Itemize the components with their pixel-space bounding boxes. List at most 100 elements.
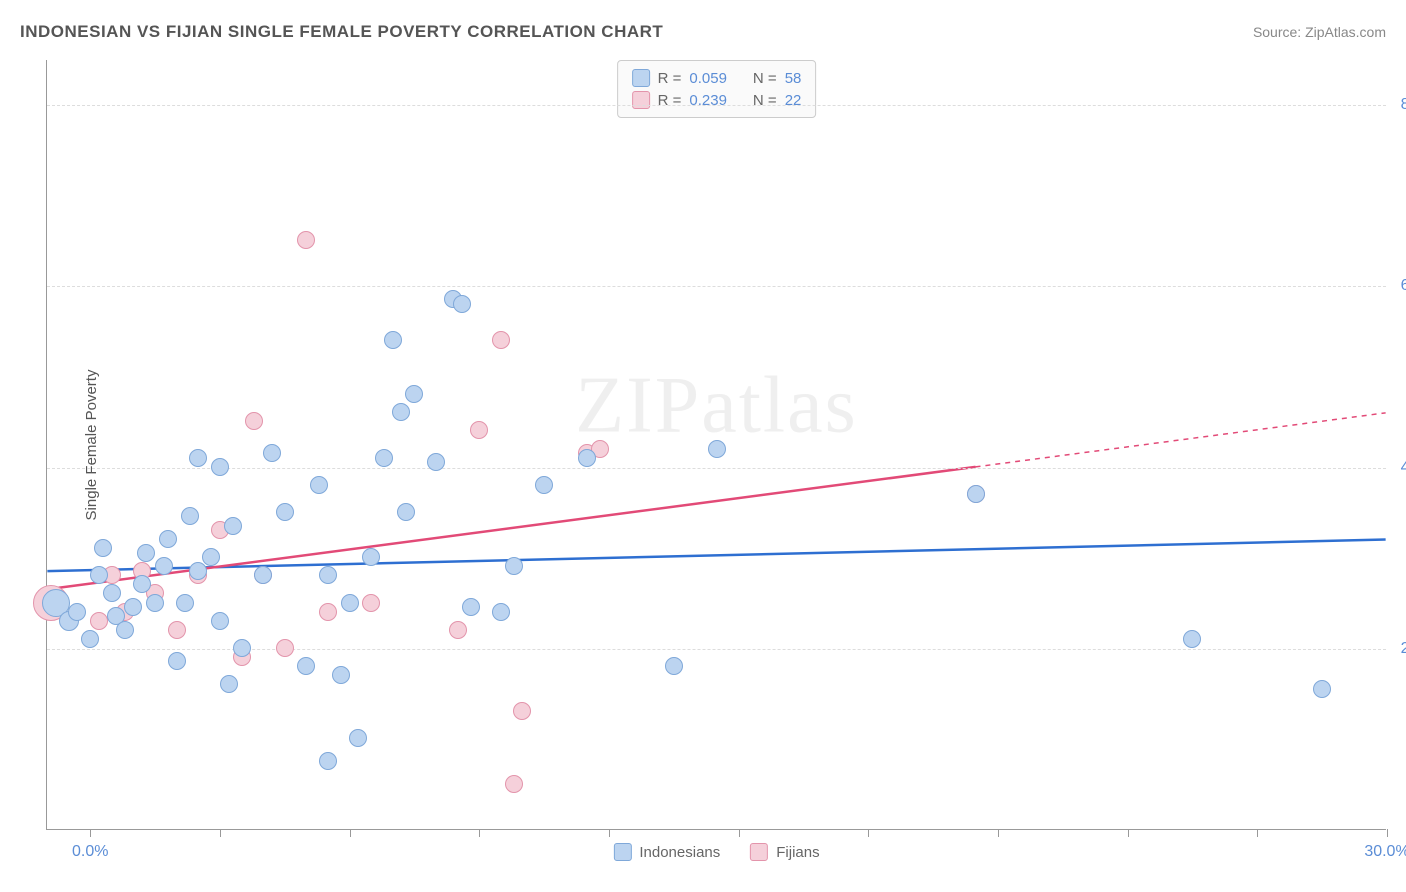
- scatter-point-fijians[interactable]: [470, 421, 488, 439]
- x-tick: [1128, 829, 1129, 837]
- x-tick: [479, 829, 480, 837]
- scatter-point-indonesians[interactable]: [202, 548, 220, 566]
- series-label: Fijians: [776, 844, 819, 861]
- scatter-point-indonesians[interactable]: [68, 603, 86, 621]
- legend-swatch-icon: [632, 69, 650, 87]
- scatter-point-indonesians[interactable]: [392, 403, 410, 421]
- scatter-point-indonesians[interactable]: [254, 566, 272, 584]
- scatter-point-indonesians[interactable]: [211, 458, 229, 476]
- scatter-point-indonesians[interactable]: [297, 657, 315, 675]
- scatter-point-indonesians[interactable]: [189, 449, 207, 467]
- x-tick: [998, 829, 999, 837]
- scatter-point-indonesians[interactable]: [332, 666, 350, 684]
- scatter-point-fijians[interactable]: [505, 775, 523, 793]
- x-tick-label: 0.0%: [72, 843, 108, 861]
- x-tick: [1257, 829, 1258, 837]
- legend-swatch-icon: [632, 91, 650, 109]
- legend-swatch-icon: [750, 843, 768, 861]
- series-legend: Indonesians Fijians: [613, 843, 819, 861]
- legend-r-value: 0.059: [689, 70, 727, 87]
- scatter-point-fijians[interactable]: [245, 412, 263, 430]
- scatter-point-indonesians[interactable]: [103, 584, 121, 602]
- legend-r-label: R =: [658, 70, 682, 87]
- scatter-point-indonesians[interactable]: [137, 544, 155, 562]
- scatter-point-indonesians[interactable]: [708, 440, 726, 458]
- scatter-point-indonesians[interactable]: [1183, 630, 1201, 648]
- scatter-point-fijians[interactable]: [276, 639, 294, 657]
- scatter-point-indonesians[interactable]: [341, 594, 359, 612]
- scatter-point-fijians[interactable]: [90, 612, 108, 630]
- scatter-point-indonesians[interactable]: [462, 598, 480, 616]
- y-tick-label: 80.0%: [1401, 96, 1406, 114]
- y-tick-label: 60.0%: [1401, 277, 1406, 295]
- source-attribution: Source: ZipAtlas.com: [1253, 24, 1386, 40]
- series-legend-item-fijians[interactable]: Fijians: [750, 843, 819, 861]
- scatter-point-indonesians[interactable]: [310, 476, 328, 494]
- y-tick-label: 40.0%: [1401, 459, 1406, 477]
- scatter-point-indonesians[interactable]: [211, 612, 229, 630]
- scatter-point-indonesians[interactable]: [427, 453, 445, 471]
- scatter-point-indonesians[interactable]: [384, 331, 402, 349]
- scatter-point-fijians[interactable]: [297, 231, 315, 249]
- scatter-point-fijians[interactable]: [362, 594, 380, 612]
- source-name: ZipAtlas.com: [1305, 24, 1386, 40]
- gridline: [47, 468, 1386, 469]
- x-tick: [868, 829, 869, 837]
- scatter-point-indonesians[interactable]: [124, 598, 142, 616]
- scatter-point-indonesians[interactable]: [362, 548, 380, 566]
- x-tick: [609, 829, 610, 837]
- scatter-point-indonesians[interactable]: [233, 639, 251, 657]
- scatter-point-indonesians[interactable]: [453, 295, 471, 313]
- scatter-point-indonesians[interactable]: [94, 539, 112, 557]
- scatter-point-indonesians[interactable]: [146, 594, 164, 612]
- gridline: [47, 105, 1386, 106]
- x-tick: [350, 829, 351, 837]
- scatter-point-fijians[interactable]: [168, 621, 186, 639]
- scatter-point-indonesians[interactable]: [349, 729, 367, 747]
- legend-row-fijians: R = 0.239 N = 22: [632, 89, 802, 111]
- series-legend-item-indonesians[interactable]: Indonesians: [613, 843, 720, 861]
- scatter-point-indonesians[interactable]: [189, 562, 207, 580]
- legend-n-label: N =: [753, 70, 777, 87]
- scatter-point-fijians[interactable]: [513, 702, 531, 720]
- scatter-point-indonesians[interactable]: [578, 449, 596, 467]
- scatter-point-indonesians[interactable]: [665, 657, 683, 675]
- legend-swatch-icon: [613, 843, 631, 861]
- x-tick: [1387, 829, 1388, 837]
- scatter-point-fijians[interactable]: [492, 331, 510, 349]
- scatter-point-indonesians[interactable]: [220, 675, 238, 693]
- watermark: ZIPatlas: [575, 361, 858, 452]
- scatter-point-indonesians[interactable]: [90, 566, 108, 584]
- series-label: Indonesians: [639, 844, 720, 861]
- x-tick: [739, 829, 740, 837]
- scatter-point-indonesians[interactable]: [168, 652, 186, 670]
- scatter-point-indonesians[interactable]: [535, 476, 553, 494]
- scatter-point-indonesians[interactable]: [176, 594, 194, 612]
- scatter-point-indonesians[interactable]: [319, 566, 337, 584]
- scatter-point-indonesians[interactable]: [492, 603, 510, 621]
- scatter-point-indonesians[interactable]: [159, 530, 177, 548]
- scatter-point-indonesians[interactable]: [116, 621, 134, 639]
- scatter-point-indonesians[interactable]: [181, 507, 199, 525]
- scatter-point-fijians[interactable]: [319, 603, 337, 621]
- x-tick-label: 30.0%: [1364, 843, 1406, 861]
- chart-container: Single Female Poverty ZIPatlas R = 0.059…: [46, 60, 1386, 830]
- scatter-point-indonesians[interactable]: [505, 557, 523, 575]
- scatter-point-indonesians[interactable]: [81, 630, 99, 648]
- scatter-point-indonesians[interactable]: [1313, 680, 1331, 698]
- chart-title: INDONESIAN VS FIJIAN SINGLE FEMALE POVER…: [20, 22, 663, 42]
- scatter-point-indonesians[interactable]: [224, 517, 242, 535]
- scatter-point-indonesians[interactable]: [405, 385, 423, 403]
- legend-n-value: 58: [785, 70, 802, 87]
- scatter-point-indonesians[interactable]: [155, 557, 173, 575]
- scatter-point-indonesians[interactable]: [319, 752, 337, 770]
- scatter-point-indonesians[interactable]: [967, 485, 985, 503]
- scatter-point-fijians[interactable]: [449, 621, 467, 639]
- scatter-point-indonesians[interactable]: [263, 444, 281, 462]
- scatter-point-indonesians[interactable]: [276, 503, 294, 521]
- trend-line-indonesians: [47, 539, 1385, 571]
- y-tick-label: 20.0%: [1401, 640, 1406, 658]
- scatter-point-indonesians[interactable]: [397, 503, 415, 521]
- scatter-point-indonesians[interactable]: [375, 449, 393, 467]
- scatter-point-indonesians[interactable]: [133, 575, 151, 593]
